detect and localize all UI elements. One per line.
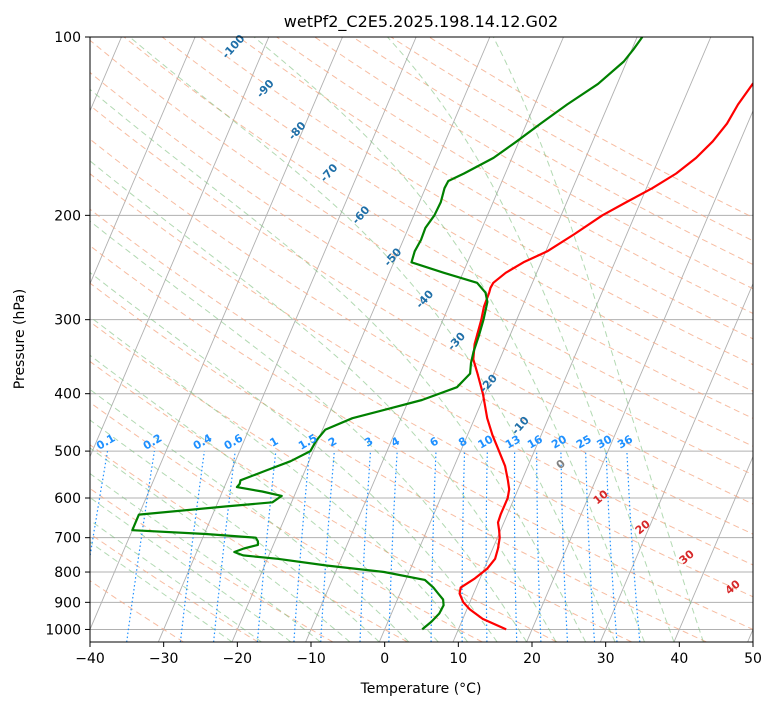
dry-adiabat-line — [123, 37, 753, 419]
mixing-ratio-line — [293, 451, 311, 642]
moist-adiabat-line — [90, 519, 262, 642]
dry-adiabat-line — [90, 321, 632, 642]
isotherm-line — [526, 109, 753, 642]
isotherm-line — [378, 37, 638, 642]
moist-adiabat-line — [90, 354, 439, 642]
dry-adiabat-line — [238, 37, 753, 340]
moist-adiabat-line — [253, 37, 645, 642]
y-tick-label: 400 — [54, 387, 81, 403]
chart-title: wetPf2_C2E5.2025.198.14.12.G02 — [284, 12, 558, 32]
dry-adiabat-line — [276, 37, 753, 315]
x-tick-label: −20 — [223, 651, 253, 667]
dry-adiabat-line — [90, 104, 753, 505]
moist-adiabat-line — [387, 37, 675, 642]
moist-adiabat-line — [90, 160, 557, 642]
mixing-ratio-line — [179, 451, 205, 642]
moist-adiabat-line — [90, 271, 498, 642]
y-tick-label: 700 — [54, 531, 81, 547]
mixing-ratio-line — [126, 451, 155, 642]
y-tick-label: 800 — [54, 565, 81, 581]
x-tick-label: 40 — [670, 651, 688, 667]
y-tick-label: 300 — [54, 313, 81, 329]
dry-adiabat-line — [90, 173, 753, 566]
moist-adiabat-line — [492, 37, 704, 642]
isotherm-line — [90, 37, 270, 458]
plot-frame — [89, 36, 754, 643]
x-axis-label: Temperature (°C) — [360, 681, 482, 697]
x-tick-label: −40 — [75, 651, 105, 667]
y-tick-label: 200 — [54, 208, 81, 224]
y-tick-label: 900 — [54, 595, 81, 611]
x-tick-label: 50 — [744, 651, 762, 667]
dry-adiabat-line — [90, 282, 707, 642]
moist-adiabat-line — [90, 541, 233, 642]
mixing-ratio-line — [213, 451, 236, 642]
isotherm-line — [452, 37, 712, 642]
moist-adiabat-line — [90, 419, 380, 642]
moist-adiabat-line — [90, 388, 410, 642]
dry-adiabat-line — [90, 444, 408, 642]
y-tick-label: 100 — [54, 30, 81, 46]
isotherm-line — [90, 37, 343, 631]
isotherm-line — [231, 37, 491, 642]
moist-adiabat-line — [90, 220, 528, 642]
moist-adiabat-line — [129, 37, 616, 642]
dry-adiabat-line — [90, 39, 753, 447]
x-tick-label: 10 — [449, 651, 467, 667]
dry-adiabat-line — [90, 401, 483, 642]
x-tick-label: 20 — [523, 651, 541, 667]
isotherm-line — [673, 455, 753, 642]
dry-adiabat-line — [90, 487, 334, 642]
y-axis-label: Pressure (hPa) — [12, 289, 28, 389]
profile-line — [131, 37, 644, 631]
mixing-ratio-line — [90, 451, 109, 560]
x-tick-label: 0 — [380, 651, 389, 667]
moist-adiabat-line — [90, 316, 469, 642]
isotherm-line — [599, 282, 753, 642]
dry-adiabat-line — [90, 360, 558, 642]
x-tick-label: −30 — [149, 651, 179, 667]
dry-adiabat-line — [90, 245, 753, 630]
y-tick-label: 1000 — [45, 622, 81, 638]
y-tick-label: 500 — [54, 444, 81, 460]
isotherm-line — [90, 37, 196, 285]
x-tick-label: −10 — [296, 651, 326, 667]
dry-adiabat-line — [90, 208, 753, 598]
y-tick-label: 600 — [54, 491, 81, 507]
dry-adiabat-line — [90, 533, 259, 642]
moist-adiabat-line — [90, 472, 321, 642]
isotherm-line — [157, 37, 417, 642]
x-tick-label: 30 — [597, 651, 615, 667]
moist-adiabat-line — [90, 496, 292, 642]
profile-line — [458, 82, 753, 631]
